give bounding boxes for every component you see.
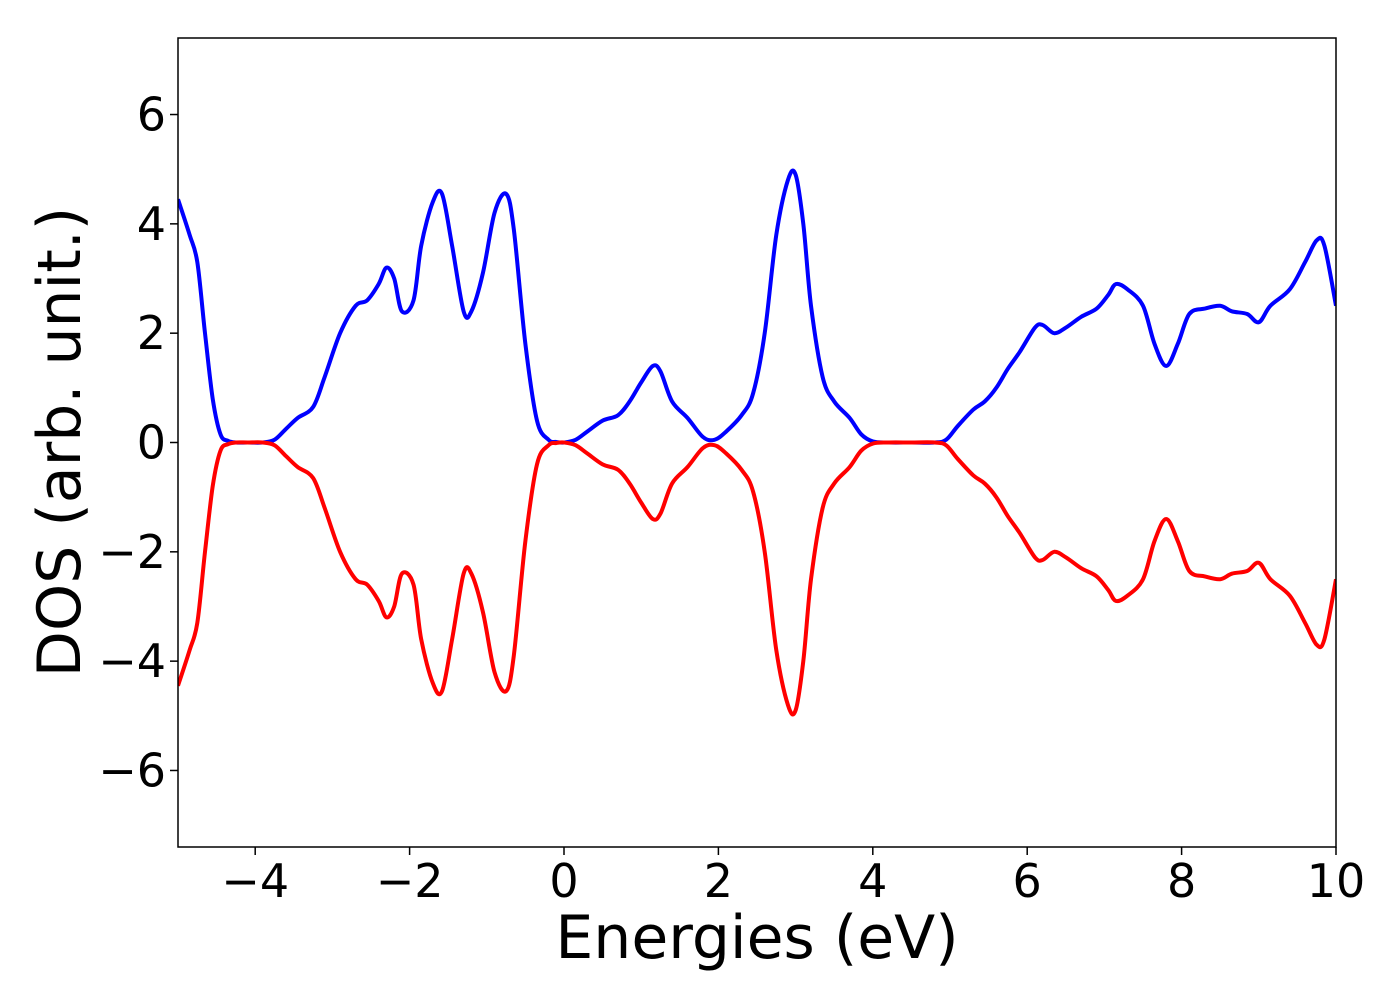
y-tick-label: 4: [137, 197, 166, 251]
series-line-1: [178, 168, 1336, 445]
x-tick-label: 2: [704, 854, 733, 908]
series-layer: [178, 168, 1336, 717]
x-tick-label: 10: [1307, 854, 1366, 908]
y-tick-label: 6: [137, 88, 166, 142]
x-tick-label: 0: [549, 854, 578, 908]
y-tick-label: −4: [98, 634, 166, 688]
y-tick-label: −6: [98, 743, 166, 797]
y-tick-label: 0: [137, 416, 166, 470]
series-line-2: [178, 440, 1336, 717]
plot-frame: [177, 37, 1337, 848]
x-axis: −4 −2 0 2 4 6 8 10: [221, 847, 1365, 908]
y-axis: −6 −4 −2 0 2 4 6: [98, 88, 178, 797]
x-tick-label: −4: [221, 854, 289, 908]
y-axis-title: DOS (arb. unit.): [25, 207, 95, 677]
x-tick-label: 8: [1167, 854, 1196, 908]
x-tick-label: −2: [376, 854, 444, 908]
x-tick-label: 6: [1013, 854, 1042, 908]
x-axis-title: Energies (eV): [555, 903, 958, 973]
x-tick-label: 4: [858, 854, 887, 908]
y-tick-label: −2: [98, 525, 166, 579]
y-tick-label: 2: [137, 306, 166, 360]
